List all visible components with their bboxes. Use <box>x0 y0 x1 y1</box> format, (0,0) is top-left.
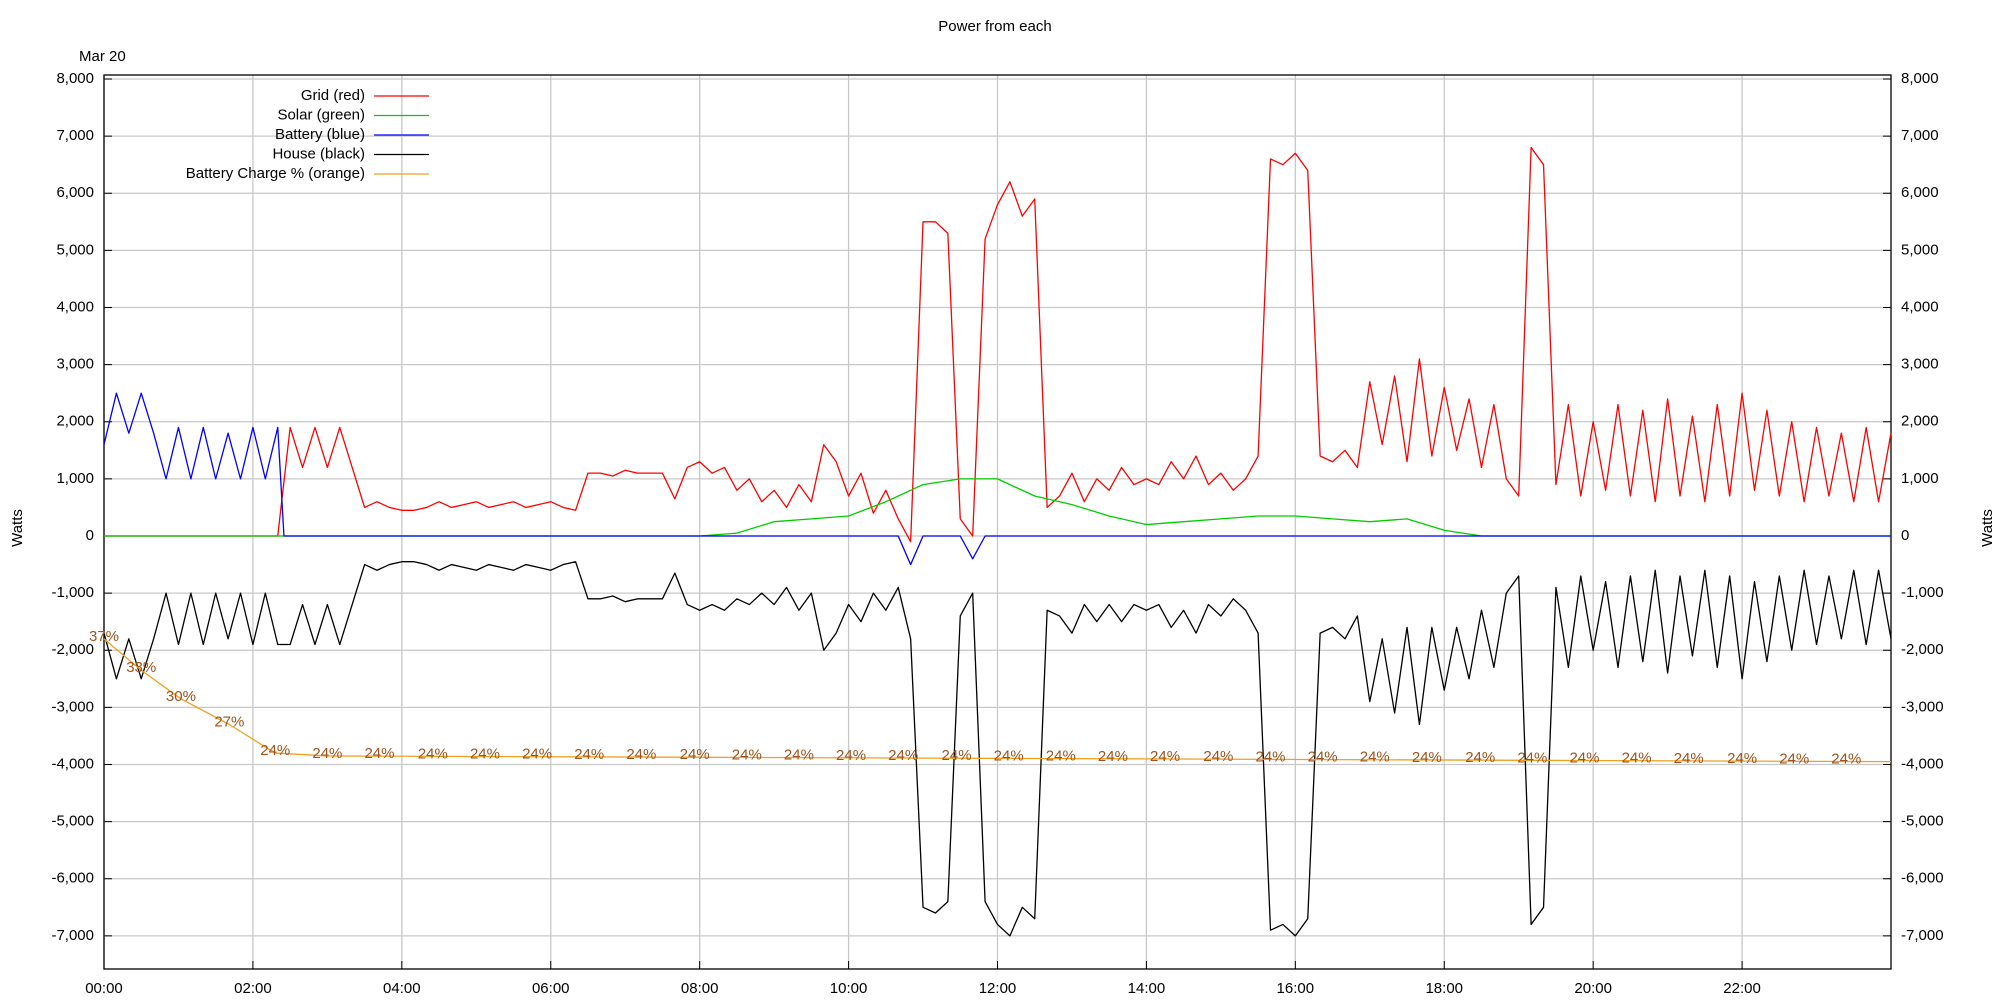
legend-label: Solar (green) <box>277 106 365 123</box>
y-tick-label: -6,000 <box>51 870 94 887</box>
y-axis-label: Watts <box>9 509 26 547</box>
charge-label: 24% <box>1412 749 1442 766</box>
y-tick-label: -4,000 <box>51 755 94 772</box>
charge-label: 24% <box>522 746 552 763</box>
y-tick-label: 5,000 <box>56 241 94 258</box>
y-tick-label: 0 <box>86 527 94 544</box>
charge-label: 24% <box>1098 748 1128 765</box>
legend-label: Battery Charge % (orange) <box>186 165 365 182</box>
y-tick-label: -5,000 <box>51 813 94 830</box>
y-tick-label: 7,000 <box>56 127 94 144</box>
charge-label: 33% <box>126 659 156 676</box>
charge-label: 24% <box>1203 748 1233 765</box>
plot-frame <box>103 74 1892 970</box>
y2-tick-label: 5,000 <box>1901 241 1939 258</box>
y2-tick-label: 1,000 <box>1901 470 1939 487</box>
y2-tick-label: -1,000 <box>1901 584 1944 601</box>
charge-label: 24% <box>312 745 342 762</box>
series-line <box>103 392 1891 566</box>
x-tick-label: 20:00 <box>1574 980 1612 997</box>
y2-tick-label: -6,000 <box>1901 870 1944 887</box>
series-line <box>104 146 1892 543</box>
y2-tick-label: 6,000 <box>1901 184 1939 201</box>
legend-label: House (black) <box>272 145 365 162</box>
y2-tick-label: -3,000 <box>1901 698 1944 715</box>
charge-label: 24% <box>1465 749 1495 766</box>
charge-label: 24% <box>1779 750 1809 767</box>
x-tick-label: 10:00 <box>830 980 868 997</box>
y-tick-label: -3,000 <box>51 698 94 715</box>
series-line <box>103 638 1892 763</box>
charge-label: 24% <box>1360 749 1390 766</box>
charge-label: 24% <box>994 747 1024 764</box>
y-tick-label: -7,000 <box>51 927 94 944</box>
charge-label: 27% <box>214 713 244 730</box>
x-tick-label: 14:00 <box>1128 980 1166 997</box>
charge-label: 24% <box>1046 748 1076 765</box>
charge-label: 24% <box>680 746 710 763</box>
charge-label: 24% <box>1727 750 1757 767</box>
charge-label: 24% <box>1150 748 1180 765</box>
charge-label: 24% <box>1517 749 1547 766</box>
charge-label: 24% <box>418 745 448 762</box>
charge-label: 24% <box>574 746 604 763</box>
x-tick-label: 22:00 <box>1723 980 1761 997</box>
y2-tick-label: -7,000 <box>1901 927 1944 944</box>
charge-label: 24% <box>836 747 866 764</box>
y2-tick-label: 0 <box>1901 527 1909 544</box>
charge-label: 24% <box>888 747 918 764</box>
x-tick-label: 08:00 <box>681 980 719 997</box>
chart-title: Power from each <box>938 18 1051 35</box>
y2-tick-label: 2,000 <box>1901 413 1939 430</box>
charge-label: 24% <box>784 747 814 764</box>
charge-label: 24% <box>732 746 762 763</box>
legend-label: Grid (red) <box>301 87 365 104</box>
legend-label: Battery (blue) <box>275 126 365 143</box>
y-tick-label: 6,000 <box>56 184 94 201</box>
charge-label: 30% <box>166 688 196 705</box>
charge-label: 24% <box>1674 750 1704 767</box>
y2-tick-label: -2,000 <box>1901 641 1944 658</box>
charge-label: 24% <box>1308 749 1338 766</box>
charge-label: 24% <box>1569 749 1599 766</box>
x-tick-label: 06:00 <box>532 980 570 997</box>
x-tick-label: 18:00 <box>1425 980 1463 997</box>
x-tick-label: 04:00 <box>383 980 421 997</box>
charge-label: 24% <box>942 747 972 764</box>
charge-label: 24% <box>470 745 500 762</box>
y2-tick-label: 4,000 <box>1901 298 1939 315</box>
charge-label: 37% <box>89 628 119 645</box>
y2-tick-label: -5,000 <box>1901 813 1944 830</box>
y2-tick-label: 8,000 <box>1901 70 1939 87</box>
y-tick-label: -2,000 <box>51 641 94 658</box>
y2-axis-label: Watts <box>1979 509 1996 547</box>
y-tick-label: -1,000 <box>51 584 94 601</box>
y-tick-label: 4,000 <box>56 298 94 315</box>
x-tick-label: 12:00 <box>979 980 1017 997</box>
y-tick-label: 1,000 <box>56 470 94 487</box>
charge-label: 24% <box>1255 748 1285 765</box>
charge-label: 24% <box>626 746 656 763</box>
charge-label: 24% <box>364 745 394 762</box>
y-tick-label: 2,000 <box>56 413 94 430</box>
charge-label: 24% <box>260 742 290 759</box>
y-tick-label: 8,000 <box>56 70 94 87</box>
series-line <box>103 561 1892 937</box>
y2-tick-label: -4,000 <box>1901 755 1944 772</box>
x-tick-label: 16:00 <box>1277 980 1315 997</box>
x-tick-label: 02:00 <box>234 980 272 997</box>
date-label: Mar 20 <box>79 48 126 65</box>
y2-tick-label: 7,000 <box>1901 127 1939 144</box>
x-tick-label: 00:00 <box>85 980 123 997</box>
charge-label: 24% <box>1831 750 1861 767</box>
y2-tick-label: 3,000 <box>1901 356 1939 373</box>
y-tick-label: 3,000 <box>56 356 94 373</box>
charge-label: 24% <box>1622 750 1652 767</box>
